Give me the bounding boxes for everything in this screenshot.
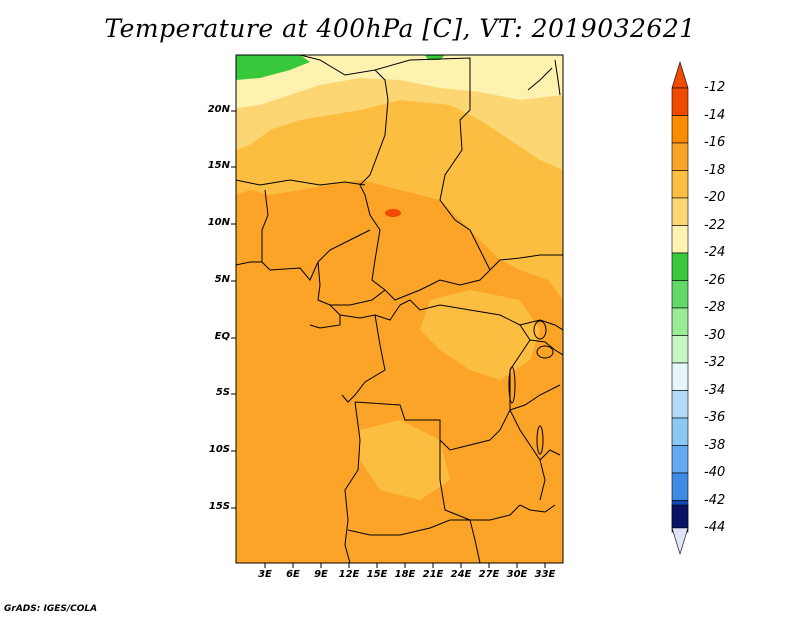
lat-label: 15N <box>207 160 230 171</box>
lat-label: 10N <box>207 217 230 228</box>
colorbar-label: -40 <box>704 465 726 480</box>
lat-label: 20N <box>207 104 230 115</box>
colorbar-top-arrow <box>671 60 689 89</box>
colorbar-label: -42 <box>704 493 726 508</box>
colorbar-label: -18 <box>704 163 726 178</box>
lon-label: 30E <box>506 569 528 580</box>
colorbar-label: -26 <box>704 273 726 288</box>
lon-label: 3E <box>258 569 272 580</box>
colorbar-label: -16 <box>704 135 726 150</box>
colorbar-label: -22 <box>704 218 726 233</box>
credit-text: GrADS: IGES/COLA <box>4 604 98 614</box>
lon-label: 21E <box>422 569 444 580</box>
contour-fill <box>236 55 563 563</box>
colorbar-label: -28 <box>704 300 726 315</box>
colorbar-label: -14 <box>704 108 726 123</box>
colorbar-label: -30 <box>704 328 726 343</box>
colorbar-label: -44 <box>704 520 726 535</box>
axis-ticks <box>231 110 546 568</box>
colorbar-label: -32 <box>704 355 726 370</box>
chart-title: Temperature at 400hPa [C], VT: 201903262… <box>104 14 696 43</box>
lat-label: EQ <box>214 331 230 342</box>
colorbar-label: -36 <box>704 410 726 425</box>
lat-label: 5S <box>215 387 230 398</box>
lat-label: 15S <box>208 501 230 512</box>
colorbar-label: -38 <box>704 438 726 453</box>
lon-label: 24E <box>450 569 472 580</box>
lon-label: 12E <box>338 569 360 580</box>
colorbar-label: -12 <box>704 80 726 95</box>
colorbar-label: -20 <box>704 190 726 205</box>
lon-label: 6E <box>286 569 300 580</box>
lakes <box>508 320 554 455</box>
country-borders <box>236 55 563 563</box>
lon-label: 27E <box>478 569 500 580</box>
map-frame <box>235 54 564 564</box>
lat-label: 10S <box>208 444 230 455</box>
lon-label: 33E <box>534 569 556 580</box>
colorbar-label: -24 <box>704 245 726 260</box>
colorbar-bottom-arrow <box>671 527 689 556</box>
colorbar-label: -34 <box>704 383 726 398</box>
lon-label: 9E <box>314 569 328 580</box>
lat-label: 5N <box>214 274 230 285</box>
lon-label: 18E <box>394 569 416 580</box>
lon-label: 15E <box>366 569 388 580</box>
colorbar <box>671 60 689 556</box>
